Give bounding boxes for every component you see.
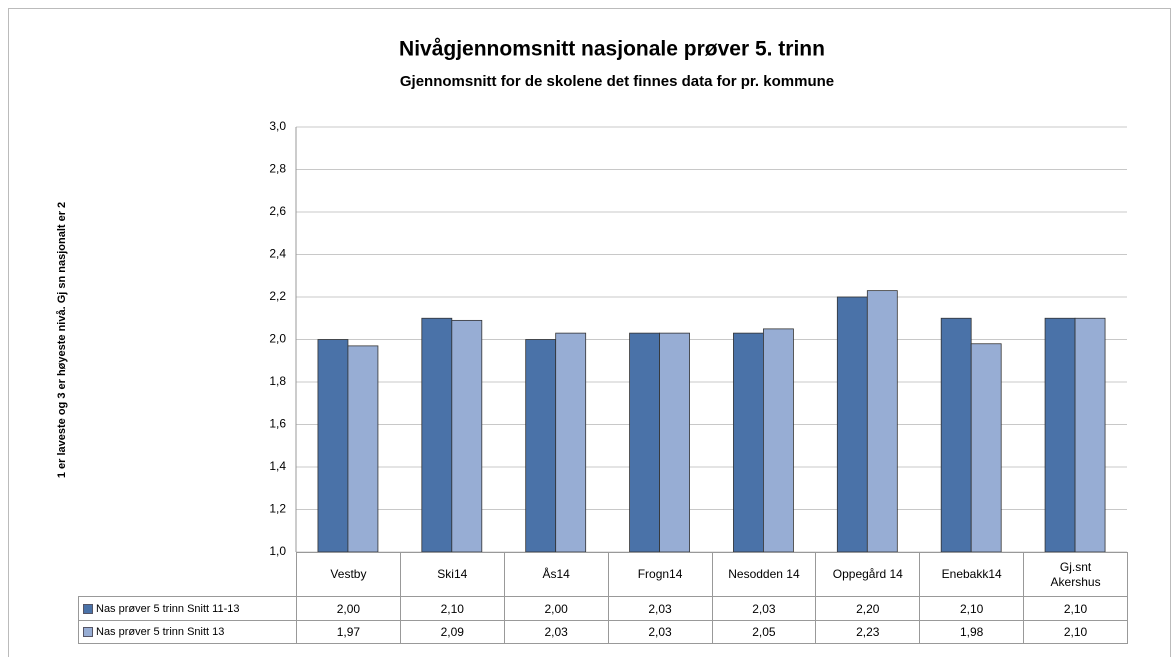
category-label: Oppegård 14: [815, 552, 921, 597]
table-value: 2,23: [815, 620, 921, 644]
y-tick-label: 2,8: [269, 162, 286, 176]
category-label: Ås14: [503, 552, 609, 597]
chart-subtitle: Gjennomsnitt for de skolene det finnes d…: [400, 73, 834, 90]
y-tick-label: 1,6: [269, 417, 286, 431]
table-value: 2,20: [815, 596, 921, 621]
table-value: 2,03: [607, 596, 713, 621]
category-label: Nesodden 14: [711, 552, 817, 597]
bar: [659, 332, 690, 553]
table-row: Nas prøver 5 trinn Snitt 13 1,97 2,09 2,03 2…: [78, 620, 1128, 644]
chart-title: Nivågjennomsnitt nasjonale prøver 5. tri…: [399, 38, 825, 61]
table-value: 2,03: [503, 620, 609, 644]
y-tick-label: 1,8: [269, 374, 286, 388]
bar: [940, 317, 972, 553]
category-label: Vestby: [296, 552, 401, 597]
bar: [836, 296, 868, 553]
bar: [555, 332, 587, 553]
y-tick-label: 2,4: [269, 247, 286, 261]
table-header-row: Vestby Ski14 Ås14 Frogn14 Nesodden 14 Oppegår…: [79, 552, 1128, 597]
y-tick-label: 1,2: [269, 502, 286, 516]
y-axis-label: 1 er laveste og 3 er høyeste nivå. Gj sn…: [56, 202, 68, 478]
category-label: Ski14: [399, 552, 505, 597]
bar: [1074, 317, 1106, 553]
table-value: 1,98: [919, 620, 1025, 644]
legend-label: Nas prøver 5 trinn Snitt 11-13: [96, 602, 240, 615]
table-value: 2,03: [711, 596, 817, 621]
table-value: 1,97: [296, 620, 401, 644]
bar: [525, 339, 557, 553]
legend-entry: Nas prøver 5 trinn Snitt 13: [78, 620, 297, 644]
bar: [347, 345, 379, 553]
category-label: Frogn14: [607, 552, 713, 597]
table-row: Nas prøver 5 trinn Snitt 11-13 2,00 2,10 2,…: [78, 596, 1128, 621]
bar: [451, 319, 483, 553]
table-value: 2,00: [296, 596, 401, 621]
bar: [1044, 317, 1076, 553]
legend-label: Nas prøver 5 trinn Snitt 13: [96, 626, 225, 638]
legend-swatch: [83, 627, 93, 638]
y-tick-label: 2,0: [269, 332, 286, 346]
table-value: 2,03: [607, 620, 713, 644]
table-value: 2,10: [1023, 596, 1128, 621]
bar: [317, 339, 349, 553]
table-value: 2,09: [399, 620, 505, 644]
bar: [866, 290, 898, 553]
legend-entry: Nas prøver 5 trinn Snitt 11-13: [78, 596, 297, 621]
bar: [970, 343, 1002, 553]
y-tick-label: 1,0: [269, 544, 286, 558]
table-corner: [79, 553, 297, 597]
category-label: Gj.snt Akershus: [1023, 552, 1128, 597]
y-tick-label: 1,4: [269, 459, 286, 473]
bar: [763, 328, 794, 553]
table-value: 2,10: [919, 596, 1025, 621]
table-value: 2,05: [711, 620, 817, 644]
bar: [421, 317, 453, 553]
data-table: Vestby Ski14 Ås14 Frogn14 Nesodden 14 Oppegår…: [78, 552, 1128, 644]
bar: [629, 332, 660, 553]
table-value: 2,10: [1023, 620, 1128, 644]
y-tick-label: 2,6: [269, 204, 286, 218]
bar: [733, 332, 764, 553]
category-label: Enebakk14: [919, 552, 1025, 597]
table-value: 2,00: [503, 596, 609, 621]
table-value: 2,10: [399, 596, 505, 621]
y-tick-label: 3,0: [269, 119, 286, 133]
y-tick-label: 2,2: [269, 289, 286, 303]
legend-swatch: [83, 603, 93, 614]
chart-frame: [8, 8, 1171, 657]
